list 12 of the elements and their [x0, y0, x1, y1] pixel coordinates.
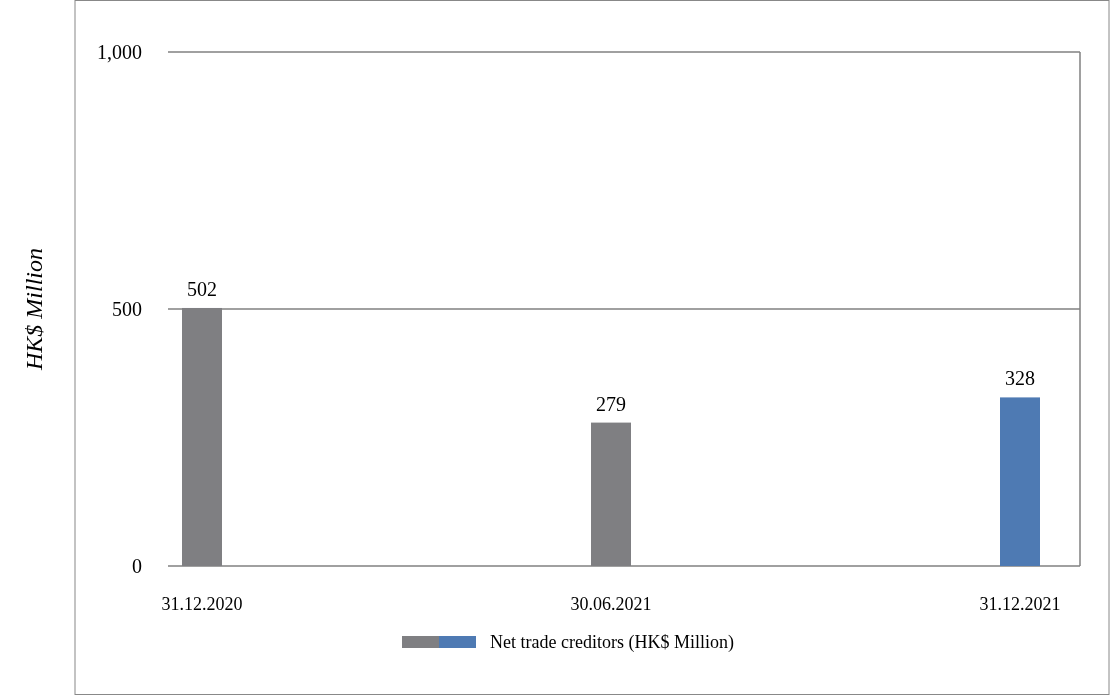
data-label: 502 [187, 277, 217, 300]
y-tick-label: 500 [112, 298, 142, 320]
y-tick-label: 0 [132, 555, 142, 577]
y-tick-label: 1,000 [97, 41, 142, 63]
y-axis-title: HK$ Million [21, 247, 47, 372]
data-label: 328 [1005, 367, 1035, 390]
data-label: 279 [596, 392, 626, 415]
x-tick-label: 31.12.2020 [161, 594, 243, 614]
legend-label: Net trade creditors (HK$ Million) [490, 632, 734, 653]
x-tick-label: 30.06.2021 [570, 594, 652, 614]
x-tick-label: 31.12.2021 [979, 594, 1061, 614]
bar [1000, 397, 1040, 566]
